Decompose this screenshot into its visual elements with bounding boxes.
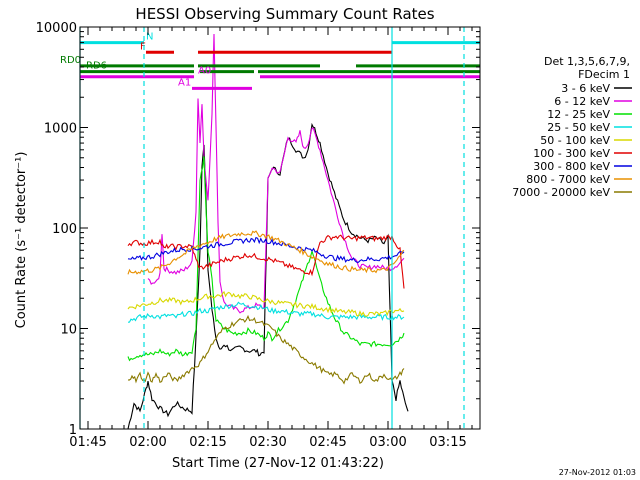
- legend-label-50-100-kev: 50 - 100 keV: [540, 134, 610, 147]
- x-tick-label: 02:30: [249, 435, 286, 450]
- series-line-300-800-kev: [127, 236, 405, 263]
- y-tick-label: 10000: [36, 21, 77, 36]
- y-tick-label: 1: [69, 423, 77, 438]
- series-line-3-6-kev: [127, 122, 409, 430]
- x-tick-label: 02:15: [189, 435, 226, 450]
- legend-label-300-800-kev: 300 - 800 keV: [533, 160, 610, 173]
- legend-label-12-25-kev: 12 - 25 keV: [547, 108, 610, 121]
- series-line-100-300-kev: [127, 234, 405, 289]
- legend-header-line: Det 1,3,5,6,7,9,: [544, 55, 630, 68]
- legend-label-3-6-kev: 3 - 6 keV: [561, 82, 610, 95]
- x-tick-label: 03:00: [369, 435, 406, 450]
- flag-label-rd0: RD0: [60, 55, 81, 66]
- plot-frame: [79, 26, 481, 430]
- x-tick-label: 01:45: [69, 435, 106, 450]
- x-tick-label: 03:15: [429, 435, 466, 450]
- chart-title: HESSI Observing Summary Count Rates: [135, 5, 434, 23]
- legend-label-25-50-kev: 25 - 50 keV: [547, 121, 610, 134]
- series-line-12-25-kev: [127, 156, 405, 362]
- x-axis-label: Start Time (27-Nov-12 01:43:22): [172, 456, 384, 471]
- legend-header-line: FDecim 1: [578, 68, 630, 81]
- legend-label-100-300-kev: 100 - 300 keV: [533, 147, 610, 160]
- y-tick-label: 1000: [44, 122, 77, 137]
- flag-label-f: F: [140, 41, 146, 52]
- flag-label-a1: A1: [178, 77, 191, 88]
- y-axis-label: Count Rate (s⁻¹ detector⁻¹): [14, 152, 29, 329]
- series-line-50-100-kev: [127, 290, 405, 317]
- legend-label-6-12-kev: 6 - 12 keV: [554, 95, 610, 108]
- flag-label-a0: A0: [198, 66, 211, 77]
- legend-label-7000-20000-kev: 7000 - 20000 keV: [512, 186, 610, 199]
- series-line-800-7000-kev: [127, 230, 405, 275]
- y-tick-label: 100: [52, 222, 77, 237]
- x-tick-label: 02:45: [309, 435, 346, 450]
- y-tick-label: 10: [60, 323, 77, 338]
- flag-label-rd6: RD6: [86, 61, 107, 72]
- footer-date: 27-Nov-2012 01:03: [559, 468, 636, 477]
- x-tick-label: 02:00: [129, 435, 166, 450]
- series-line-25-50-kev: [127, 301, 405, 323]
- series-line-6-12-kev: [147, 33, 405, 314]
- flag-label-n: N: [146, 32, 153, 43]
- series-line-7000-20000-kev: [127, 314, 405, 385]
- legend-label-800-7000-kev: 800 - 7000 keV: [526, 173, 610, 186]
